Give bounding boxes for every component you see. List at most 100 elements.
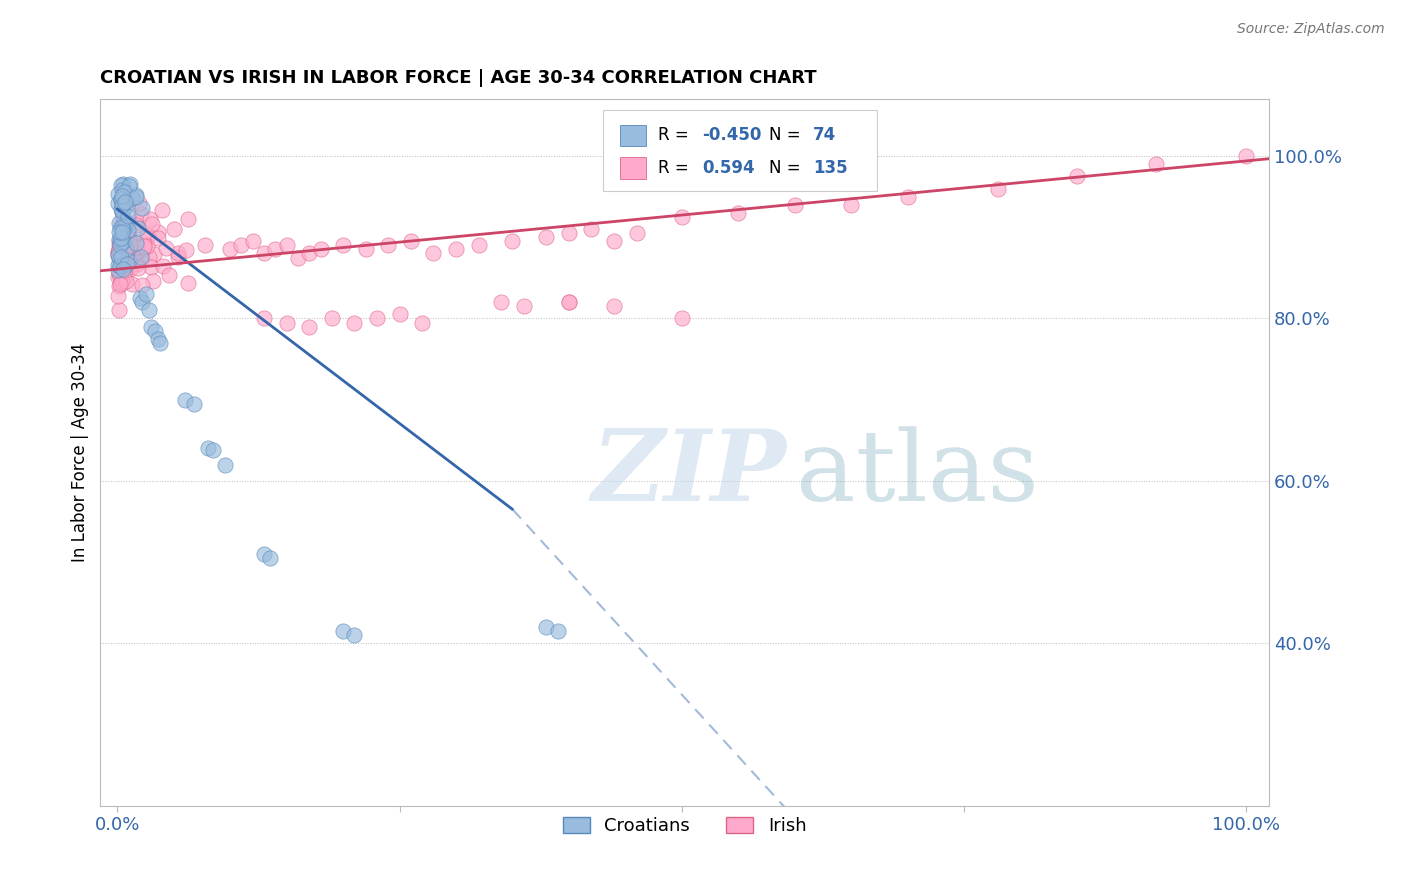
Point: [112, 178, 135, 192]
Point: [120, 238, 142, 252]
Point: [114, 219, 136, 234]
Point: [138, 251, 160, 265]
Point: [108, 225, 131, 239]
Point: [118, 178, 141, 193]
Point: [120, 177, 142, 191]
Point: [114, 244, 136, 259]
Point: [177, 276, 200, 290]
Point: [276, 316, 298, 330]
Point: [107, 279, 129, 293]
Point: [157, 268, 180, 282]
Point: [111, 235, 134, 249]
Point: [253, 547, 276, 561]
Point: [107, 245, 129, 260]
Point: [108, 216, 131, 230]
Point: [107, 303, 129, 318]
Point: [343, 316, 366, 330]
Point: [114, 244, 136, 258]
Point: [120, 249, 142, 263]
Point: [142, 247, 165, 261]
Point: [111, 258, 134, 272]
Point: [276, 238, 298, 252]
Point: [298, 319, 321, 334]
Point: [139, 260, 162, 274]
Point: [118, 254, 141, 268]
Text: 135: 135: [813, 159, 848, 177]
Point: [253, 246, 276, 260]
Point: [603, 299, 626, 313]
FancyBboxPatch shape: [603, 110, 877, 191]
Point: [259, 551, 281, 566]
Text: -0.450: -0.450: [702, 127, 762, 145]
Point: [127, 240, 149, 254]
Point: [115, 228, 138, 243]
Point: [114, 252, 136, 267]
Point: [127, 260, 149, 275]
Point: [897, 189, 920, 203]
Point: [111, 275, 134, 289]
Point: [108, 242, 131, 256]
Point: [115, 247, 138, 261]
Point: [110, 192, 132, 206]
Point: [388, 307, 411, 321]
Point: [143, 324, 166, 338]
Point: [112, 234, 135, 248]
Point: [118, 229, 141, 244]
Point: [108, 251, 131, 265]
Point: [122, 248, 145, 262]
Point: [1144, 157, 1167, 171]
Point: [111, 184, 134, 198]
Point: [536, 230, 558, 244]
Point: [149, 335, 172, 350]
Point: [117, 246, 139, 260]
Point: [110, 254, 132, 268]
Point: [110, 225, 132, 239]
Point: [231, 238, 253, 252]
Point: [108, 220, 131, 235]
Point: [411, 316, 433, 330]
Point: [110, 218, 132, 232]
Point: [111, 189, 134, 203]
Point: [132, 239, 155, 253]
Point: [139, 211, 162, 226]
Text: Source: ZipAtlas.com: Source: ZipAtlas.com: [1237, 22, 1385, 37]
Point: [110, 273, 132, 287]
FancyBboxPatch shape: [620, 157, 647, 178]
Point: [558, 226, 581, 240]
FancyBboxPatch shape: [620, 125, 647, 146]
Text: atlas: atlas: [796, 425, 1039, 522]
Point: [131, 277, 153, 292]
Point: [117, 216, 139, 230]
Point: [197, 442, 219, 456]
Text: 0.594: 0.594: [702, 159, 755, 177]
Point: [174, 392, 197, 407]
Point: [242, 235, 264, 249]
Point: [287, 251, 309, 265]
Point: [127, 221, 149, 235]
Point: [115, 241, 138, 255]
Point: [581, 222, 603, 236]
Point: [194, 238, 217, 252]
Point: [107, 270, 129, 285]
Point: [125, 187, 148, 202]
Point: [108, 232, 131, 246]
Point: [626, 226, 648, 240]
Point: [112, 226, 135, 240]
Point: [112, 262, 135, 277]
Text: N =: N =: [769, 159, 806, 177]
Point: [117, 223, 139, 237]
Point: [111, 220, 134, 235]
Point: [134, 287, 156, 301]
Point: [671, 210, 693, 224]
Text: N =: N =: [769, 127, 806, 145]
Point: [489, 295, 512, 310]
Y-axis label: In Labor Force | Age 30-34: In Labor Force | Age 30-34: [72, 343, 89, 562]
Point: [354, 243, 377, 257]
Point: [146, 332, 169, 346]
Point: [132, 241, 155, 255]
Point: [114, 262, 136, 277]
Point: [125, 190, 148, 204]
Point: [121, 277, 143, 291]
Point: [110, 268, 132, 283]
Point: [111, 221, 134, 235]
